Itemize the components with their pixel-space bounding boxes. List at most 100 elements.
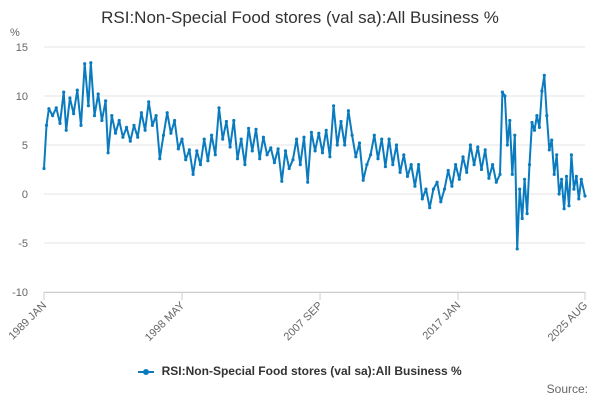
data-point[interactable] bbox=[572, 187, 576, 191]
data-point[interactable] bbox=[498, 172, 502, 176]
data-point[interactable] bbox=[332, 104, 336, 108]
data-point[interactable] bbox=[191, 172, 195, 176]
data-point[interactable] bbox=[79, 123, 83, 127]
data-point[interactable] bbox=[579, 177, 583, 181]
data-point[interactable] bbox=[96, 92, 100, 96]
data-point[interactable] bbox=[354, 155, 358, 159]
data-point[interactable] bbox=[173, 118, 177, 123]
data-point[interactable] bbox=[479, 167, 484, 172]
data-point[interactable] bbox=[104, 99, 108, 103]
data-point[interactable] bbox=[550, 138, 554, 142]
data-point[interactable] bbox=[537, 125, 542, 129]
data-point[interactable] bbox=[258, 157, 262, 161]
data-point[interactable] bbox=[552, 172, 556, 176]
data-point[interactable] bbox=[372, 133, 376, 137]
data-point[interactable] bbox=[508, 118, 512, 123]
data-point[interactable] bbox=[287, 166, 291, 171]
data-point[interactable] bbox=[291, 158, 295, 162]
data-point[interactable] bbox=[557, 192, 561, 196]
data-point[interactable] bbox=[525, 212, 529, 216]
data-point[interactable] bbox=[280, 179, 284, 183]
data-point[interactable] bbox=[564, 174, 569, 178]
data-point[interactable] bbox=[202, 137, 206, 141]
data-point[interactable] bbox=[350, 133, 354, 137]
data-point[interactable] bbox=[89, 61, 93, 65]
data-point[interactable] bbox=[121, 135, 125, 139]
data-point[interactable] bbox=[380, 137, 384, 141]
data-point[interactable] bbox=[210, 133, 214, 137]
data-point[interactable] bbox=[180, 137, 184, 141]
data-point[interactable] bbox=[357, 141, 362, 145]
data-point[interactable] bbox=[545, 114, 549, 118]
data-point[interactable] bbox=[165, 111, 169, 115]
data-point[interactable] bbox=[361, 178, 365, 182]
data-point[interactable] bbox=[457, 177, 461, 181]
data-point[interactable] bbox=[320, 151, 325, 155]
data-point[interactable] bbox=[154, 114, 158, 118]
data-point[interactable] bbox=[369, 153, 373, 157]
data-point[interactable] bbox=[64, 128, 68, 132]
data-point[interactable] bbox=[317, 131, 321, 135]
data-point[interactable] bbox=[547, 148, 551, 152]
data-point[interactable] bbox=[555, 153, 559, 157]
data-point[interactable] bbox=[158, 157, 162, 161]
data-point[interactable] bbox=[250, 149, 254, 153]
data-point[interactable] bbox=[51, 114, 55, 118]
data-point[interactable] bbox=[110, 114, 114, 118]
data-point[interactable] bbox=[465, 170, 469, 174]
data-point[interactable] bbox=[328, 155, 332, 159]
data-point[interactable] bbox=[417, 163, 421, 167]
data-point[interactable] bbox=[468, 143, 472, 147]
data-point[interactable] bbox=[58, 121, 62, 125]
data-point[interactable] bbox=[535, 114, 539, 118]
data-point[interactable] bbox=[569, 153, 574, 157]
data-point[interactable] bbox=[442, 187, 447, 191]
data-point[interactable] bbox=[583, 194, 587, 198]
data-point[interactable] bbox=[224, 119, 228, 124]
data-point[interactable] bbox=[346, 109, 350, 113]
data-point[interactable] bbox=[476, 145, 480, 149]
data-point[interactable] bbox=[68, 96, 72, 100]
data-point[interactable] bbox=[228, 145, 232, 149]
data-point[interactable] bbox=[542, 73, 546, 77]
data-point[interactable] bbox=[532, 128, 537, 132]
data-point[interactable] bbox=[518, 187, 522, 191]
data-point[interactable] bbox=[510, 172, 514, 176]
data-point[interactable] bbox=[424, 187, 428, 191]
series-line[interactable] bbox=[43, 61, 586, 250]
data-point[interactable] bbox=[92, 114, 97, 118]
data-point[interactable] bbox=[176, 147, 180, 151]
data-point[interactable] bbox=[295, 137, 299, 141]
data-point[interactable] bbox=[428, 206, 432, 210]
data-point[interactable] bbox=[420, 197, 424, 201]
data-point[interactable] bbox=[147, 100, 151, 104]
data-point[interactable] bbox=[324, 128, 328, 132]
data-point[interactable] bbox=[461, 155, 465, 159]
data-point[interactable] bbox=[577, 197, 581, 201]
data-point[interactable] bbox=[265, 153, 269, 157]
data-point[interactable] bbox=[450, 184, 454, 188]
data-point[interactable] bbox=[243, 163, 247, 167]
data-point[interactable] bbox=[232, 118, 236, 123]
data-point[interactable] bbox=[276, 147, 280, 151]
data-point[interactable] bbox=[44, 123, 49, 127]
data-point[interactable] bbox=[184, 158, 188, 162]
data-point[interactable] bbox=[540, 89, 544, 93]
data-point[interactable] bbox=[402, 153, 406, 157]
data-point[interactable] bbox=[302, 135, 306, 139]
data-point[interactable] bbox=[500, 90, 504, 94]
data-point[interactable] bbox=[472, 163, 476, 167]
data-point[interactable] bbox=[520, 216, 524, 221]
data-point[interactable] bbox=[454, 163, 458, 167]
data-point[interactable] bbox=[198, 163, 203, 167]
data-point[interactable] bbox=[283, 149, 288, 153]
data-point[interactable] bbox=[128, 139, 132, 143]
data-point[interactable] bbox=[515, 247, 519, 251]
data-point[interactable] bbox=[413, 184, 417, 188]
data-point[interactable] bbox=[117, 118, 121, 123]
data-point[interactable] bbox=[313, 149, 317, 153]
data-point[interactable] bbox=[132, 123, 136, 127]
data-point[interactable] bbox=[143, 128, 147, 132]
data-point[interactable] bbox=[483, 148, 487, 152]
data-point[interactable] bbox=[272, 161, 276, 165]
